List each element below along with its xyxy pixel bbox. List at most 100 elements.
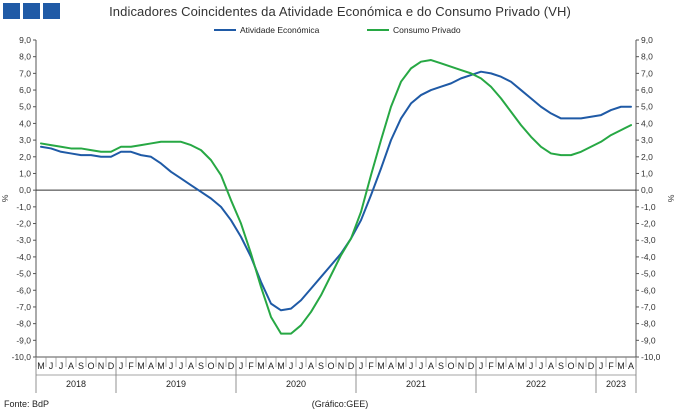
logo-square [43,3,60,19]
y-tick-label-left: -7,0 [16,302,31,312]
month-tick-label: O [87,361,94,371]
month-tick-label: S [198,361,204,371]
month-tick-label: D [468,361,475,371]
year-tick-label: 2019 [166,379,186,389]
month-tick-label: J [539,361,544,371]
credit-note: (Gráfico:GEE) [311,399,369,409]
chart-title: Indicadores Coincidentes da Atividade Ec… [109,4,571,19]
y-tick-label-right: -1,0 [641,202,656,212]
y-tick-label-right: -5,0 [641,269,656,279]
month-tick-label: A [148,361,154,371]
gee-logo [3,3,60,19]
month-tick-label: J [479,361,484,371]
y-tick-label-left: -5,0 [16,269,31,279]
month-tick-label: M [37,361,45,371]
y-tick-label-left: -6,0 [16,285,31,295]
month-tick-label: A [428,361,434,371]
series-line-consumo-privado [40,59,632,335]
month-tick-label: D [588,361,595,371]
month-tick-label: A [268,361,274,371]
y-tick-label-left: 8,0 [19,52,31,62]
year-tick-label: 2021 [406,379,426,389]
y-tick-label-right: 3,0 [641,135,653,145]
month-tick-label: J [419,361,424,371]
year-tick-label: 2023 [606,379,626,389]
month-tick-label: M [277,361,285,371]
year-tick-label: 2022 [526,379,546,389]
year-tick-label: 2018 [66,379,86,389]
month-tick-label: A [188,361,194,371]
y-tick-label-right: -2,0 [641,219,656,229]
y-tick-label-left: 4,0 [19,118,31,128]
month-tick-label: F [248,361,254,371]
y-tick-label-left: -8,0 [16,319,31,329]
y-tick-label-right: 2,0 [641,152,653,162]
month-tick-label: M [517,361,525,371]
month-tick-label: O [567,361,574,371]
y-tick-label-right: -7,0 [641,302,656,312]
y-axis-label-left: % [0,194,10,202]
y-tick-label-left: 3,0 [19,135,31,145]
month-tick-label: J [119,361,124,371]
logo-square [3,3,20,19]
y-tick-label-left: 6,0 [19,85,31,95]
month-tick-label: J [359,361,364,371]
month-tick-label: D [108,361,115,371]
y-tick-label-right: 7,0 [641,68,653,78]
month-tick-label: D [228,361,235,371]
month-tick-label: F [368,361,374,371]
month-tick-label: M [377,361,385,371]
month-tick-label: S [558,361,564,371]
y-tick-label-left: -2,0 [16,219,31,229]
month-tick-label: N [458,361,465,371]
y-tick-label-right: -10,0 [641,352,661,362]
y-tick-label-right: -6,0 [641,285,656,295]
month-tick-label: A [548,361,554,371]
source-note: Fonte: BdP [4,399,50,409]
month-tick-label: N [338,361,345,371]
y-tick-label-right: 9,0 [641,35,653,45]
y-tick-label-left: -3,0 [16,235,31,245]
month-tick-label: O [327,361,334,371]
y-tick-label-right: 4,0 [641,118,653,128]
month-tick-label: M [137,361,145,371]
month-tick-label: J [49,361,54,371]
month-tick-label: O [447,361,454,371]
month-tick-label: J [299,361,304,371]
legend-label: Atividade Económica [240,25,320,35]
month-tick-label: O [207,361,214,371]
month-tick-label: A [388,361,394,371]
y-tick-label-right: 8,0 [641,52,653,62]
month-tick-label: J [409,361,414,371]
y-tick-label-left: -9,0 [16,335,31,345]
month-tick-label: J [59,361,64,371]
month-tick-label: M [397,361,405,371]
month-tick-label: N [98,361,105,371]
y-tick-label-right: -3,0 [641,235,656,245]
month-tick-label: J [239,361,244,371]
month-tick-label: J [529,361,534,371]
y-tick-label-left: 2,0 [19,152,31,162]
month-tick-label: J [169,361,174,371]
y-tick-label-left: -4,0 [16,252,31,262]
month-tick-label: A [628,361,634,371]
month-tick-label: N [218,361,225,371]
month-tick-label: F [608,361,614,371]
month-tick-label: F [128,361,134,371]
y-tick-label-right: 1,0 [641,168,653,178]
y-tick-label-left: 5,0 [19,102,31,112]
y-tick-label-left: -1,0 [16,202,31,212]
y-tick-label-right: -9,0 [641,335,656,345]
y-tick-label-right: -4,0 [641,252,656,262]
y-tick-label-left: 1,0 [19,168,31,178]
y-axis-label-right: % [666,194,676,202]
month-tick-label: M [257,361,265,371]
month-tick-label: A [508,361,514,371]
logo-square [23,3,40,19]
legend-label: Consumo Privado [393,25,461,35]
month-tick-label: M [497,361,505,371]
month-tick-label: F [488,361,494,371]
month-tick-label: J [599,361,604,371]
y-tick-label-right: 5,0 [641,102,653,112]
month-tick-label: J [179,361,184,371]
